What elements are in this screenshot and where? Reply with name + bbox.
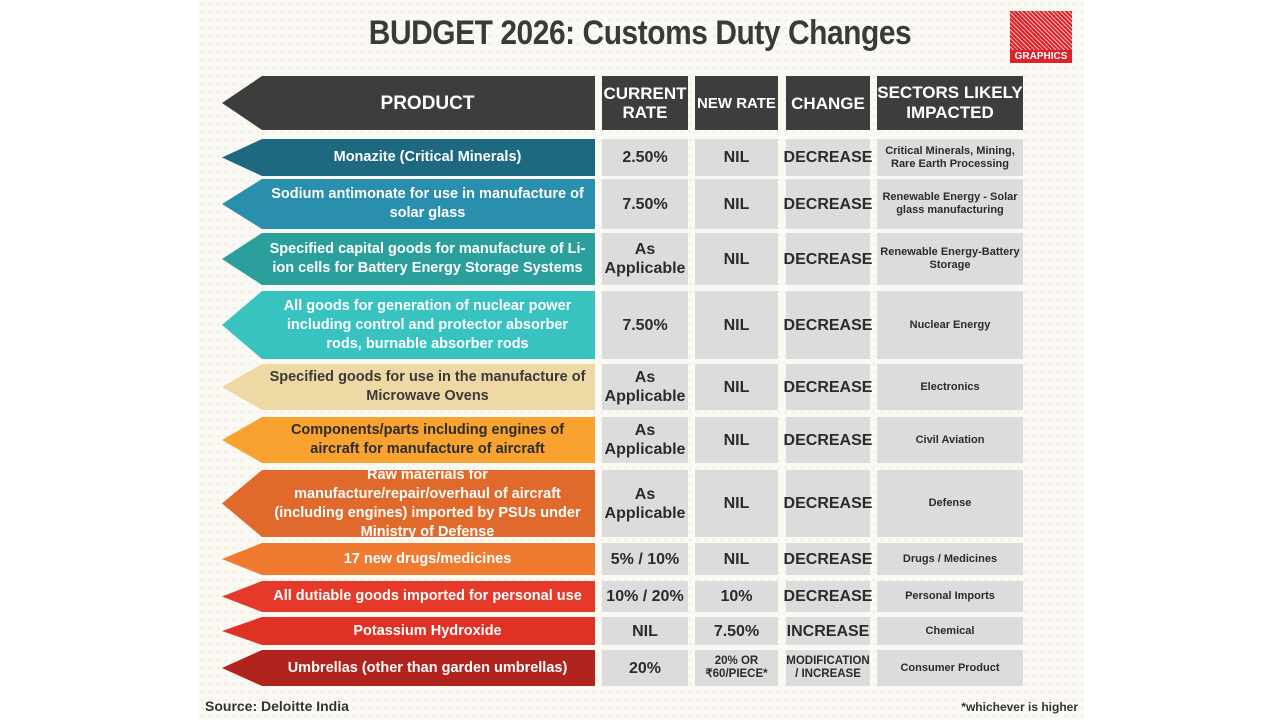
new-rate-cell: NIL [695, 233, 778, 285]
logo-subtext: GRAPHICS [1010, 50, 1072, 63]
product-cell: Monazite (Critical Minerals) [222, 139, 595, 176]
new-rate-cell: 7.50% [695, 617, 778, 645]
sectors-cell: Consumer Product [877, 650, 1023, 686]
current-rate-cell: 20% [602, 650, 688, 686]
product-cell: Specified goods for use in the manufactu… [222, 364, 595, 410]
product-cell: 17 new drugs/medicines [222, 543, 595, 575]
sectors-cell: Renewable Energy-Battery Storage [877, 233, 1023, 285]
change-cell: DECREASE [784, 179, 872, 229]
sectors-cell: Critical Minerals, Mining, Rare Earth Pr… [877, 139, 1023, 176]
current-rate-cell: 5% / 10% [602, 543, 688, 575]
change-cell: DECREASE [784, 233, 872, 285]
current-rate-cell: 10% / 20% [602, 581, 688, 612]
new-rate-cell: NIL [695, 470, 778, 537]
new-rate-cell: NIL [695, 179, 778, 229]
current-rate-cell: As Applicable [602, 470, 688, 537]
product-cell: Potassium Hydroxide [222, 617, 595, 645]
header-product: PRODUCT [222, 76, 595, 130]
new-rate-cell: 10% [695, 581, 778, 612]
product-cell: Umbrellas (other than garden umbrellas) [222, 650, 595, 686]
new-rate-cell: NIL [695, 543, 778, 575]
product-cell: Raw materials for manufacture/repair/ove… [222, 470, 595, 537]
sectors-cell: Renewable Energy - Solar glass manufactu… [877, 179, 1023, 229]
header-change: CHANGE [786, 76, 870, 130]
change-cell: DECREASE [784, 291, 872, 359]
page-title: BUDGET 2026: Customs Duty Changes [368, 14, 912, 52]
change-cell: DECREASE [784, 139, 872, 176]
current-rate-cell: As Applicable [602, 364, 688, 410]
new-rate-cell: NIL [695, 417, 778, 463]
current-rate-cell: As Applicable [602, 233, 688, 285]
sectors-cell: Defense [877, 470, 1023, 537]
source-note: Source: Deloitte India [205, 698, 349, 714]
sectors-cell: Civil Aviation [877, 417, 1023, 463]
header-sectors: SECTORS LIKELY IMPACTED [877, 76, 1023, 130]
product-cell: All goods for generation of nuclear powe… [222, 291, 595, 359]
new-rate-cell: NIL [695, 364, 778, 410]
change-cell: INCREASE [786, 617, 870, 645]
sectors-cell: Chemical [877, 617, 1023, 645]
new-rate-cell: NIL [695, 139, 778, 176]
new-rate-cell: NIL [695, 291, 778, 359]
current-rate-cell: NIL [602, 617, 688, 645]
change-cell: DECREASE [784, 543, 872, 575]
change-cell: MODIFICATION / INCREASE [786, 650, 870, 686]
logo-mark: PTI [1010, 11, 1072, 50]
pti-graphics-logo: PTI GRAPHICS [1010, 11, 1072, 64]
current-rate-cell: As Applicable [602, 417, 688, 463]
product-cell: All dutiable goods imported for personal… [222, 581, 595, 612]
product-cell: Sodium antimonate for use in manufacture… [222, 179, 595, 229]
current-rate-cell: 7.50% [602, 291, 688, 359]
product-cell: Components/parts including engines of ai… [222, 417, 595, 463]
header-new-rate: NEW RATE [695, 76, 778, 130]
header-current-rate: CURRENT RATE [602, 76, 688, 130]
product-cell: Specified capital goods for manufacture … [222, 233, 595, 285]
sectors-cell: Drugs / Medicines [877, 543, 1023, 575]
change-cell: DECREASE [784, 581, 872, 612]
sectors-cell: Personal Imports [877, 581, 1023, 612]
change-cell: DECREASE [784, 470, 872, 537]
change-cell: DECREASE [784, 417, 872, 463]
change-cell: DECREASE [784, 364, 872, 410]
current-rate-cell: 7.50% [602, 179, 688, 229]
sectors-cell: Nuclear Energy [877, 291, 1023, 359]
sectors-cell: Electronics [877, 364, 1023, 410]
footnote: *whichever is higher [961, 700, 1078, 714]
new-rate-cell: 20% OR ₹60/PIECE* [695, 650, 778, 686]
current-rate-cell: 2.50% [602, 139, 688, 176]
